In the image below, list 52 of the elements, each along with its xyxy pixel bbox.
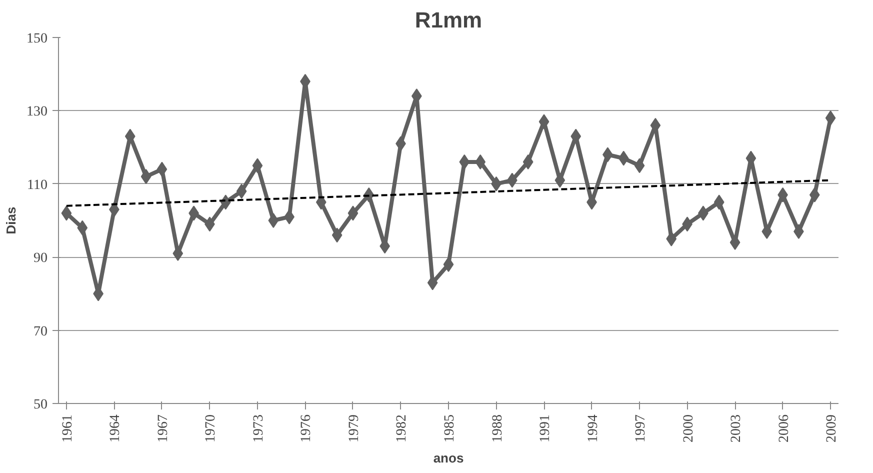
point <box>236 184 247 199</box>
y-tick-label: 70 <box>34 324 48 340</box>
point <box>714 194 724 210</box>
x-tick-label: 1973 <box>251 414 266 442</box>
y-tick-label: 50 <box>34 398 48 412</box>
point <box>634 158 645 174</box>
y-tick-label: 90 <box>34 251 48 266</box>
point <box>61 206 72 221</box>
x-tick-label: 2009 <box>824 414 840 442</box>
point <box>825 110 836 126</box>
point <box>762 224 772 239</box>
x-tick-label: 2003 <box>729 414 744 442</box>
point <box>332 228 342 243</box>
y-axis-title: Dias <box>4 206 18 234</box>
point <box>538 114 550 130</box>
x-tick-label: 1994 <box>586 414 601 442</box>
x-tick-label: 1976 <box>299 414 314 442</box>
point <box>618 150 629 166</box>
point <box>156 162 168 177</box>
chart-title: R1mm <box>414 8 482 32</box>
point <box>522 154 534 170</box>
x-tick-label: 1985 <box>442 414 458 442</box>
point <box>268 213 279 228</box>
x-tick-label: 1991 <box>538 414 554 442</box>
point <box>140 169 152 184</box>
y-tick-label: 130 <box>26 104 48 120</box>
x-tick-label: 1970 <box>204 414 219 442</box>
point <box>554 172 566 188</box>
point <box>666 231 677 246</box>
y-tick-label: 150 <box>26 32 48 46</box>
point <box>77 220 88 236</box>
point <box>809 187 820 202</box>
point <box>475 154 486 170</box>
x-tick-label: 1964 <box>108 414 124 442</box>
x-axis-title: anos <box>433 450 464 466</box>
point <box>252 158 263 174</box>
x-tick-label: 1967 <box>156 414 171 442</box>
point <box>459 154 470 170</box>
point <box>443 256 454 272</box>
point <box>570 128 582 144</box>
x-tick-label: 2006 <box>776 414 792 442</box>
point <box>348 206 358 221</box>
x-tick-label: 1979 <box>346 414 362 442</box>
y-tick-label: 110 <box>27 178 48 193</box>
x-tick-label: 1961 <box>60 414 76 442</box>
point <box>124 128 136 144</box>
point <box>427 275 438 290</box>
point <box>316 194 326 210</box>
x-tick-label: 2000 <box>681 414 696 442</box>
x-tick-label: 1982 <box>394 414 410 442</box>
x-tick-label: 1997 <box>634 414 649 442</box>
x-tick-label: 1988 <box>490 414 506 442</box>
